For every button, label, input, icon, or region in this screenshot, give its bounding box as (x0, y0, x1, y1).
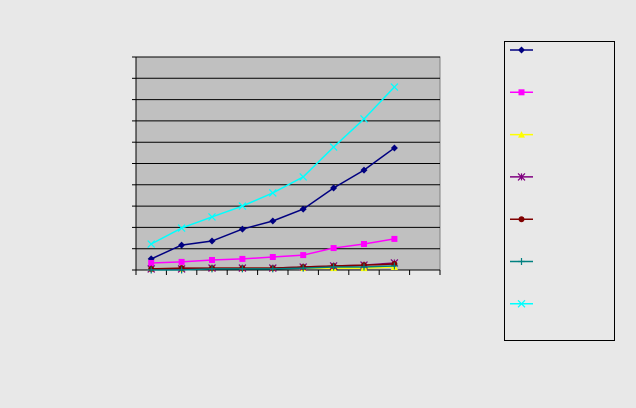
data-point (360, 115, 368, 123)
data-point (330, 245, 337, 252)
data-point (178, 258, 185, 265)
legend-marker (518, 46, 525, 54)
data-point (238, 202, 247, 211)
data-point (360, 263, 368, 271)
data-point (390, 262, 398, 270)
data-point (208, 265, 216, 273)
data-point (390, 83, 399, 91)
data-point (268, 188, 277, 197)
data-point (208, 237, 216, 245)
data-point (209, 256, 215, 263)
legend-marker (517, 299, 526, 308)
data-point (330, 184, 338, 192)
data-point (177, 224, 186, 232)
legend (504, 41, 615, 341)
data-point (269, 254, 276, 261)
data-point (391, 235, 398, 242)
data-point (147, 240, 156, 248)
data-point (299, 205, 307, 213)
legend-marker (518, 216, 525, 223)
data-point (238, 225, 246, 233)
data-point (330, 263, 338, 271)
data-point (269, 217, 277, 225)
data-point (299, 172, 308, 181)
data-point (390, 144, 398, 152)
data-point (360, 166, 368, 174)
data-point (208, 213, 216, 221)
data-point (299, 264, 307, 272)
data-point (361, 241, 367, 248)
data-point (148, 259, 155, 266)
legend-marker (518, 258, 525, 265)
data-point (239, 255, 246, 262)
data-point (300, 252, 307, 259)
data-point (178, 266, 186, 274)
legend-marker (518, 89, 525, 96)
data-point (269, 265, 277, 273)
legend-marker (517, 172, 526, 181)
data-point (178, 241, 186, 249)
legend-marker (518, 131, 525, 138)
data-point (329, 143, 338, 152)
data-point (147, 266, 155, 274)
data-point (238, 265, 246, 273)
